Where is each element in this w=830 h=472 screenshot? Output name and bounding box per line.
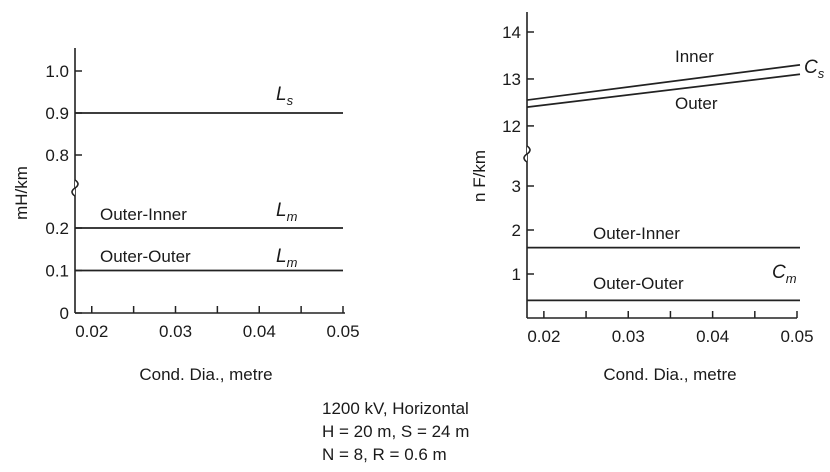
y-tick-label: 13 [502,70,521,89]
y-tick-label: 1.0 [45,62,69,81]
left-x-axis-title: Cond. Dia., metre [139,365,272,384]
x-tick-label: 0.02 [527,327,560,346]
y-tick-label: 0.8 [45,146,69,165]
inductance-chart: 0 0.1 0.2 0.8 0.9 1.0 0.02 0.03 0.04 0.05 Ls Oute… [12,48,360,384]
series-line [526,64,801,101]
left-y-axis-title: mH/km [12,166,31,220]
y-tick-label: 0.1 [45,262,69,281]
right-y-axis-title: n F/km [470,150,489,202]
y-tick-label: 0.2 [45,219,69,238]
series-label: Inner [675,47,714,66]
y-tick-label: 1 [512,265,521,284]
right-x-axis-title: Cond. Dia., metre [603,365,736,384]
series-label: Outer [675,94,718,113]
y-tick-label: 2 [512,221,521,240]
right-axis-break [523,145,531,163]
series-label: Outer-Outer [100,247,191,266]
series-label: Outer-Inner [593,224,680,243]
y-tick-label: 0.9 [45,104,69,123]
y-tick-label: 12 [502,117,521,136]
caption-line-1: 1200 kV, Horizontal [322,399,469,418]
x-tick-label: 0.05 [326,322,359,341]
series-symbol: Lm [276,246,298,270]
series-label: Outer-Outer [593,274,684,293]
y-tick-label: 14 [502,23,521,42]
x-tick-label: 0.03 [159,322,192,341]
series-symbol: Ls [276,84,294,108]
caption-line-3: N = 8, R = 0.6 m [322,445,447,464]
y-tick-label: 0 [60,304,69,323]
series-symbol: Cm [772,262,797,286]
series-label: Outer-Inner [100,205,187,224]
caption-line-2: H = 20 m, S = 24 m [322,422,469,441]
x-tick-label: 0.02 [75,322,108,341]
figure-caption: 1200 kV, Horizontal H = 20 m, S = 24 m N… [322,399,469,464]
series-line [526,73,801,108]
left-axis-break [71,179,79,197]
series-symbol: Lm [276,200,298,224]
x-tick-label: 0.03 [612,327,645,346]
x-tick-label: 0.04 [243,322,276,341]
y-tick-label: 3 [512,177,521,196]
x-tick-label: 0.05 [780,327,813,346]
x-tick-label: 0.04 [696,327,729,346]
series-symbol: Cs [804,57,825,81]
